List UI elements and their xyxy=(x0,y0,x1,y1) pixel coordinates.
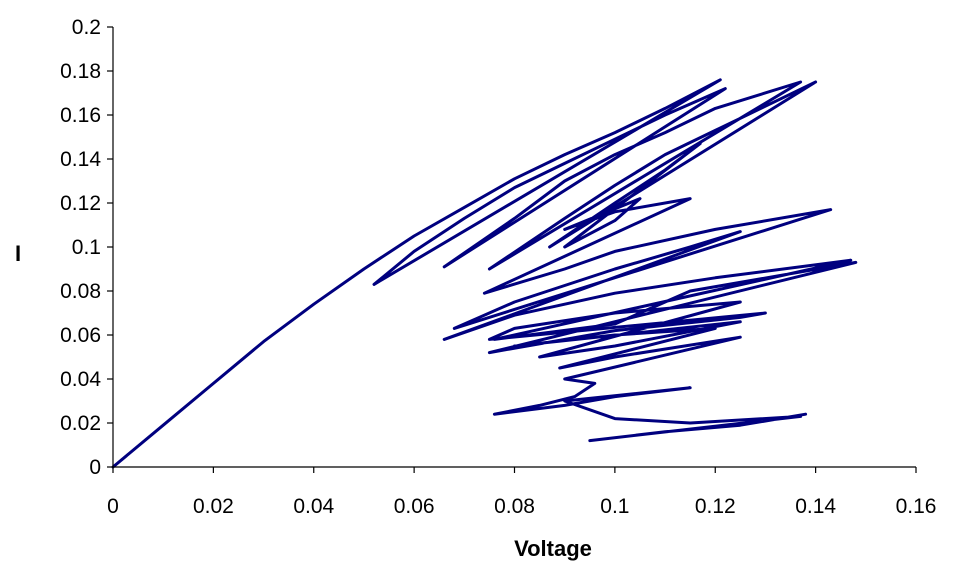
y-tick-label: 0.06 xyxy=(60,324,101,347)
y-tick-label: 0.08 xyxy=(60,280,101,303)
x-tick-label: 0.04 xyxy=(293,495,334,518)
x-tick-label: 0.1 xyxy=(600,495,629,518)
x-tick-label: 0 xyxy=(107,495,119,518)
x-tick-label: 0.08 xyxy=(494,495,535,518)
y-tick-label: 0.04 xyxy=(60,368,101,391)
x-tick-label: 0.12 xyxy=(695,495,736,518)
x-tick-label: 0.02 xyxy=(193,495,234,518)
y-tick-label: 0 xyxy=(89,456,101,479)
y-tick-group: 0 0.02 0.04 0.06 0.08 0.1 0.12 0.14 0.16 0.18 0.2 xyxy=(60,16,113,479)
y-tick-label: 0.2 xyxy=(72,16,101,39)
y-tick-label: 0.1 xyxy=(72,236,101,259)
series-layer xyxy=(111,78,858,469)
x-tick-label: 0.16 xyxy=(896,495,937,518)
y-tick-label: 0.16 xyxy=(60,104,101,127)
x-tick-group: 0 0.02 0.04 0.06 0.08 0.1 0.12 0.14 0.16 xyxy=(107,467,936,518)
y-tick-label: 0.12 xyxy=(60,192,101,215)
x-tick-label: 0.14 xyxy=(795,495,836,518)
x-axis-title: Voltage xyxy=(514,536,592,561)
x-tick-label: 0.06 xyxy=(394,495,435,518)
y-tick-label: 0.18 xyxy=(60,60,101,83)
y-axis-title: I xyxy=(15,241,21,266)
y-tick-label: 0.14 xyxy=(60,148,101,171)
y-tick-label: 0.02 xyxy=(60,412,101,435)
series-line xyxy=(111,78,858,469)
